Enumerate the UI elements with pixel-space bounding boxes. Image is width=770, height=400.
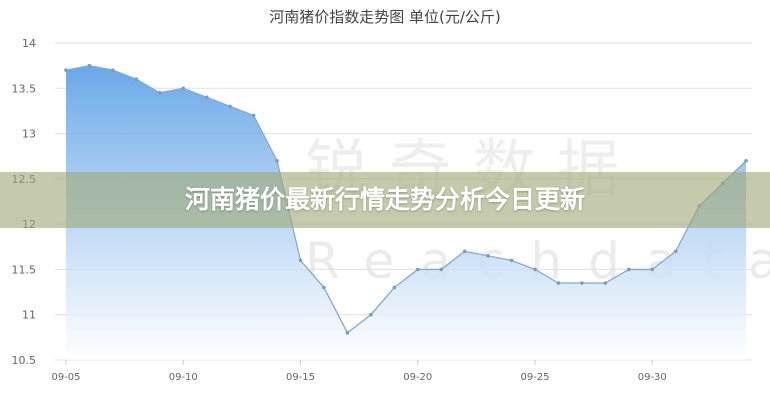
data-point [251, 113, 256, 118]
data-point [650, 267, 655, 272]
data-point [181, 86, 186, 91]
data-point [275, 158, 279, 163]
data-point [87, 63, 92, 68]
chart-title: 河南猪价指数走势图 单位(元/公斤) [269, 8, 501, 26]
data-point [673, 249, 678, 254]
x-tick-label: 09-05 [51, 372, 80, 383]
series-line [65, 64, 747, 334]
data-point [345, 331, 350, 335]
x-tick-label: 09-25 [520, 372, 549, 383]
data-point [486, 254, 490, 258]
data-point [64, 68, 68, 72]
data-point [134, 77, 139, 82]
y-tick-label: 13.5 [12, 82, 37, 95]
data-point [462, 249, 467, 254]
x-tick-label: 09-10 [169, 372, 198, 383]
y-tick-label: 11.5 [12, 263, 37, 276]
data-point [627, 267, 631, 272]
data-point [439, 267, 444, 272]
y-tick-label: 11 [22, 309, 36, 322]
x-tick-label: 09-30 [638, 372, 667, 383]
data-point [509, 258, 514, 263]
y-tick-label: 14 [22, 37, 36, 50]
title-banner [0, 172, 770, 228]
x-tick-label: 09-20 [403, 372, 432, 383]
data-point [603, 281, 608, 285]
data-point [580, 281, 584, 285]
data-point [533, 267, 537, 272]
y-tick-label: 10.5 [12, 354, 37, 367]
x-tick-label: 09-15 [286, 372, 315, 383]
data-point [298, 258, 303, 263]
data-point [392, 285, 397, 290]
y-tick-label: 13 [22, 128, 36, 141]
data-point [415, 267, 420, 272]
banner-text: 河南猪价最新行情走势分析今日更新 [184, 185, 585, 214]
data-point [228, 104, 232, 109]
data-point [322, 285, 326, 290]
data-point [158, 91, 162, 95]
data-point [111, 68, 115, 72]
area-fill [66, 65, 747, 361]
data-point [204, 95, 209, 100]
data-point [744, 158, 748, 163]
data-point [369, 312, 373, 317]
data-point [556, 281, 561, 285]
